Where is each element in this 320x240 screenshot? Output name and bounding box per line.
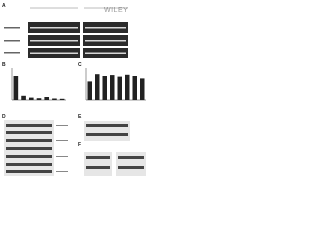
bar [44,97,50,100]
bar [125,74,130,100]
panel-label: A [2,3,6,9]
bar [87,81,92,100]
page: A WILEY B C D E F [0,0,150,177]
watermark: WILEY [104,7,128,14]
bar [28,97,34,100]
bar [59,98,65,100]
bar [36,98,42,100]
bar [117,76,122,100]
bar [102,76,107,100]
blot [84,152,146,176]
blot [84,121,130,141]
panel-label: F [78,142,81,148]
bar [21,95,26,100]
bar [95,74,100,100]
figure: A WILEY B C D E F [2,3,146,176]
bar [110,75,115,100]
panel-label: E [78,114,82,120]
panel-label: D [2,114,6,120]
panel-label: C [78,62,82,68]
bar [132,76,137,100]
panel-label: B [2,62,6,68]
bar [140,78,145,100]
blot [4,120,68,176]
bar [13,76,19,100]
bar [52,98,57,100]
gel-images [4,7,128,58]
